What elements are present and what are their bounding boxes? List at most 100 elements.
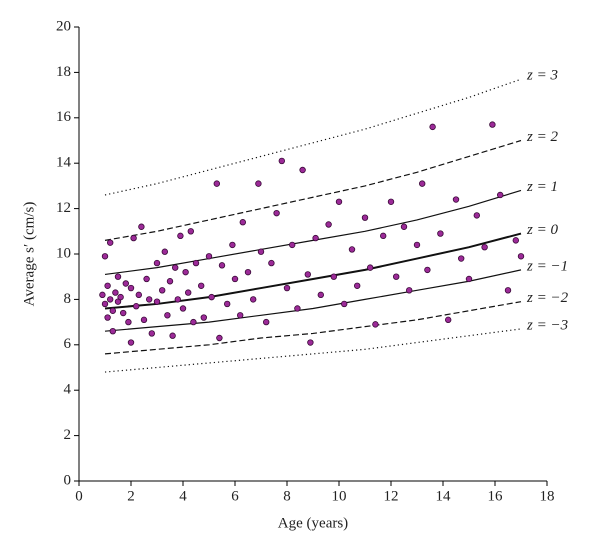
- data-point: [114, 273, 122, 280]
- y-tick-label: 6: [64, 336, 72, 352]
- data-point: [236, 312, 244, 319]
- data-point: [205, 253, 213, 260]
- data-point: [200, 314, 207, 321]
- data-point: [223, 300, 231, 308]
- data-point: [153, 298, 161, 305]
- data-point: [112, 289, 119, 296]
- z-curve: [104, 269, 522, 332]
- z-curve: [104, 328, 522, 373]
- data-point: [452, 196, 460, 203]
- y-axis-label: Average s′ (cm/s): [21, 202, 37, 307]
- data-point: [348, 246, 356, 253]
- data-point: [109, 307, 116, 314]
- data-point: [132, 303, 140, 310]
- data-point: [153, 259, 161, 267]
- data-point: [171, 264, 179, 271]
- data-point: [161, 248, 168, 255]
- data-point: [192, 259, 200, 267]
- data-point: [119, 309, 127, 317]
- data-point: [148, 330, 155, 337]
- data-point: [325, 221, 332, 228]
- z-curve: [104, 139, 522, 241]
- data-point: [393, 273, 400, 280]
- data-point: [465, 275, 473, 283]
- data-point: [380, 232, 387, 240]
- y-tick-label: 2: [64, 427, 72, 443]
- data-point: [122, 280, 129, 287]
- data-point: [445, 316, 452, 324]
- data-point: [317, 291, 324, 299]
- x-tick-label: 8: [283, 488, 291, 504]
- z-curve: [104, 232, 522, 310]
- z-curve: [104, 189, 522, 276]
- data-point: [184, 289, 192, 296]
- x-tick-label: 16: [488, 488, 504, 504]
- x-tick-label: 6: [231, 488, 239, 504]
- data-point: [361, 214, 369, 221]
- data-point: [406, 287, 413, 294]
- data-point: [249, 296, 257, 303]
- data-point: [158, 287, 166, 294]
- data-point: [190, 318, 197, 326]
- data-point: [307, 339, 314, 346]
- data-point: [341, 300, 348, 308]
- data-point: [263, 318, 270, 326]
- data-point: [140, 316, 148, 324]
- curve-label: z = 1: [526, 179, 558, 195]
- data-point: [99, 291, 106, 299]
- data-point: [400, 223, 408, 230]
- curve-label: z = −1: [526, 258, 568, 274]
- data-point: [101, 300, 109, 308]
- data-point: [125, 318, 132, 326]
- data-point: [304, 271, 311, 278]
- data-point: [127, 339, 135, 346]
- y-tick-label: 20: [56, 18, 71, 34]
- data-point: [106, 296, 114, 303]
- data-point: [138, 223, 145, 230]
- x-tick-label: 18: [540, 488, 555, 504]
- data-point: [289, 241, 296, 249]
- data-point: [229, 241, 236, 249]
- curve-label: z = 3: [526, 68, 558, 84]
- y-tick-label: 12: [56, 200, 71, 216]
- y-tick-label: 8: [64, 291, 72, 307]
- data-point: [197, 282, 205, 289]
- data-point: [101, 253, 109, 260]
- z-curve: [104, 301, 522, 355]
- data-point: [268, 259, 275, 267]
- data-point: [174, 296, 181, 303]
- data-point: [257, 248, 265, 255]
- curve-label: z = −3: [526, 317, 568, 333]
- data-point: [187, 228, 194, 235]
- x-axis-label: Age (years): [278, 515, 348, 531]
- data-point: [218, 262, 226, 269]
- data-point: [179, 305, 187, 312]
- data-point: [231, 275, 239, 283]
- data-point: [164, 312, 171, 319]
- data-point: [473, 212, 480, 219]
- data-point: [481, 243, 488, 251]
- y-tick-label: 18: [56, 64, 71, 80]
- x-tick-label: 10: [332, 488, 347, 504]
- data-point: [429, 123, 436, 131]
- data-point: [208, 293, 215, 301]
- data-point: [273, 209, 280, 217]
- data-point: [372, 321, 379, 328]
- x-tick-label: 0: [75, 488, 83, 504]
- x-tick-label: 2: [127, 488, 135, 504]
- data-point: [489, 121, 496, 128]
- data-point: [104, 282, 111, 289]
- data-point: [145, 296, 153, 303]
- data-point: [413, 241, 421, 249]
- data-point: [512, 237, 519, 244]
- data-point: [517, 253, 525, 260]
- data-point: [278, 157, 285, 165]
- data-point: [130, 234, 137, 242]
- y-tick-label: 0: [64, 472, 72, 488]
- z-curve: [104, 78, 522, 196]
- data-point: [458, 255, 465, 262]
- data-point: [239, 219, 246, 226]
- data-point: [387, 198, 395, 205]
- data-point: [424, 266, 431, 274]
